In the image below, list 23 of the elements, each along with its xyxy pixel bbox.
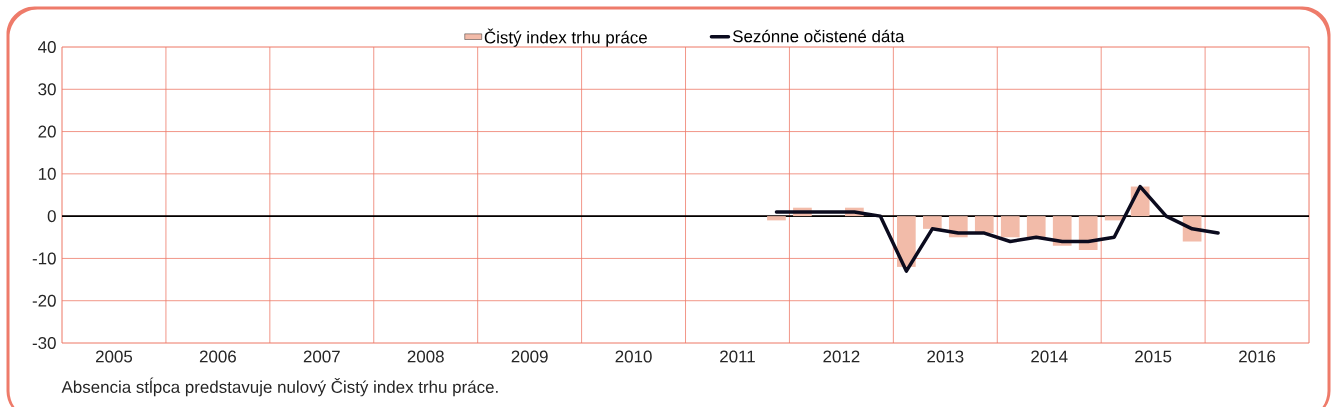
x-tick-label: 2012 bbox=[823, 350, 860, 363]
y-tick-label: 40 bbox=[38, 41, 56, 53]
x-tick-label: 2014 bbox=[1031, 350, 1068, 363]
legend-label: Čistý index trhu práce bbox=[484, 28, 647, 47]
x-tick-label: 2011 bbox=[720, 350, 755, 363]
x-tick-label: 2016 bbox=[1239, 350, 1276, 363]
x-tick-label: 2005 bbox=[95, 350, 133, 363]
y-tick-label: 10 bbox=[38, 167, 56, 180]
y-tick-label: 0 bbox=[47, 210, 56, 223]
y-tick-label: 20 bbox=[38, 125, 56, 138]
x-tick-label: 2015 bbox=[1135, 350, 1172, 363]
x-tick-label: 2010 bbox=[615, 350, 652, 363]
x-tick-label: 2008 bbox=[407, 350, 444, 363]
x-tick-label: 2009 bbox=[511, 350, 548, 363]
x-tick-label: 2006 bbox=[199, 350, 236, 363]
y-tick-label: -20 bbox=[32, 294, 56, 307]
x-tick-label: 2007 bbox=[303, 350, 340, 363]
text: Absencia stĺpca predstavuje nulový Čistý index trhu práce. bbox=[61, 377, 498, 397]
x-tick-label: 2013 bbox=[927, 350, 964, 363]
y-tick-label: -30 bbox=[32, 337, 56, 349]
legend-label: Sezónne očistené dáta bbox=[732, 29, 905, 43]
y-tick-label: -10 bbox=[32, 252, 56, 265]
y-tick-label: 30 bbox=[38, 83, 56, 96]
